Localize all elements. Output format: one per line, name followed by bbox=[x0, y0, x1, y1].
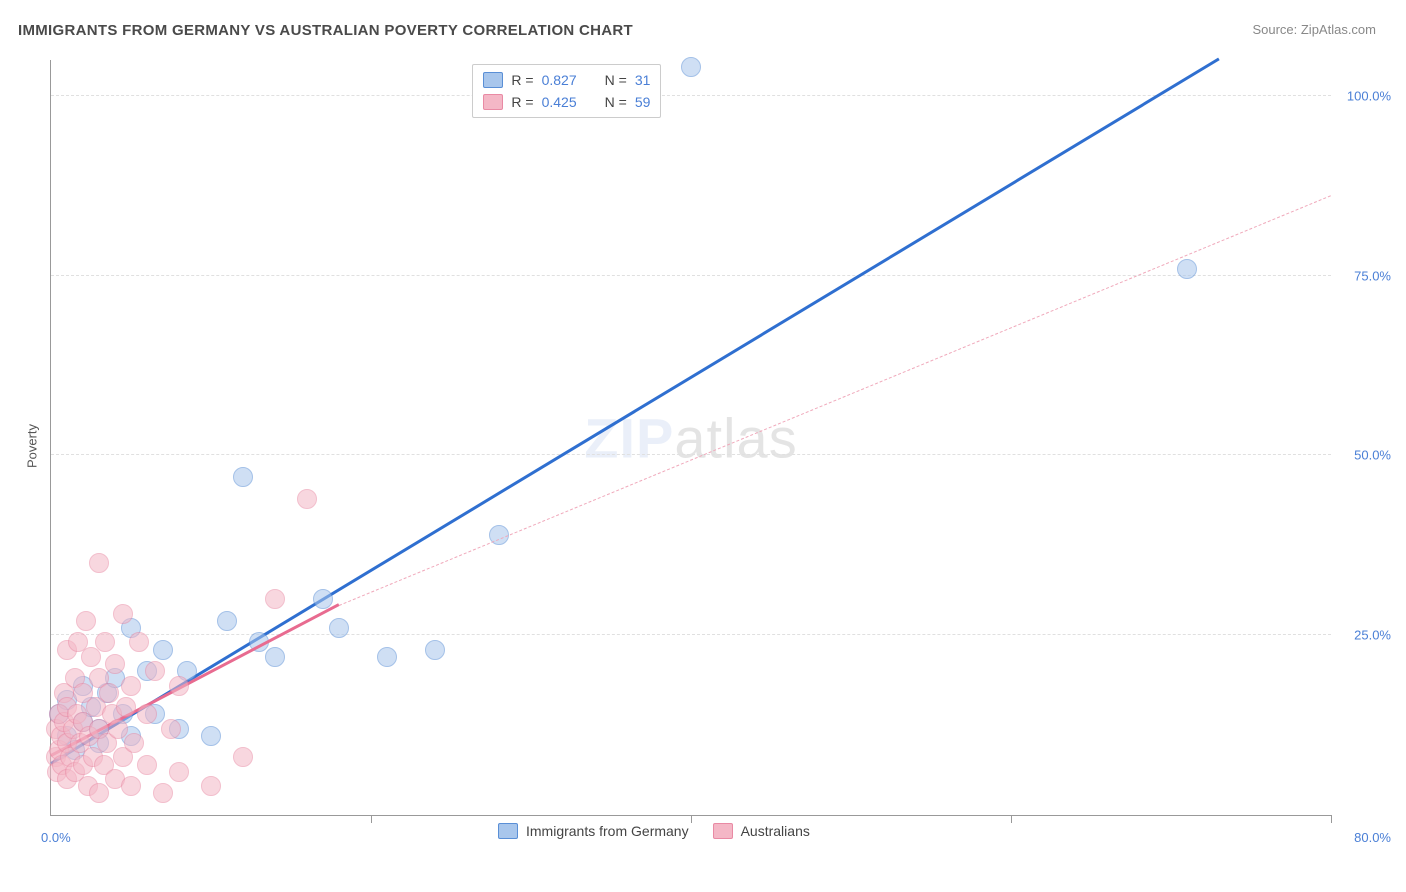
data-point bbox=[121, 676, 141, 696]
data-point bbox=[297, 489, 317, 509]
data-point bbox=[425, 640, 445, 660]
data-point bbox=[121, 776, 141, 796]
y-tick-label: 25.0% bbox=[1354, 628, 1391, 643]
x-tick bbox=[691, 815, 692, 823]
legend-swatch bbox=[483, 94, 503, 110]
x-tick bbox=[1331, 815, 1332, 823]
gridline-h bbox=[51, 454, 1331, 455]
data-point bbox=[201, 726, 221, 746]
data-point bbox=[169, 762, 189, 782]
data-point bbox=[1177, 259, 1197, 279]
data-point bbox=[89, 553, 109, 573]
stats-legend-row: R = 0.425 N = 59 bbox=[483, 91, 650, 113]
series-legend-item: Immigrants from Germany bbox=[498, 823, 689, 839]
data-point bbox=[201, 776, 221, 796]
data-point bbox=[233, 747, 253, 767]
stats-legend: R = 0.827 N = 31 R = 0.425 N = 59 bbox=[472, 64, 661, 118]
series-legend: Immigrants from Germany Australians bbox=[498, 823, 810, 839]
x-tick bbox=[371, 815, 372, 823]
data-point bbox=[124, 733, 144, 753]
chart-container: { "title": "IMMIGRANTS FROM GERMANY VS A… bbox=[0, 0, 1406, 892]
data-point bbox=[89, 783, 109, 803]
x-tick bbox=[1011, 815, 1012, 823]
trend-line bbox=[339, 196, 1331, 607]
data-point bbox=[95, 632, 115, 652]
x-origin-label: 0.0% bbox=[41, 830, 71, 845]
trend-line bbox=[50, 57, 1220, 764]
source-name: ZipAtlas.com bbox=[1301, 22, 1376, 37]
stats-legend-row: R = 0.827 N = 31 bbox=[483, 69, 650, 91]
plot-area: ZIPatlas 25.0%50.0%75.0%100.0%0.0%80.0% bbox=[50, 60, 1331, 816]
data-point bbox=[153, 640, 173, 660]
y-tick-label: 100.0% bbox=[1347, 88, 1391, 103]
data-point bbox=[265, 647, 285, 667]
data-point bbox=[265, 589, 285, 609]
data-point bbox=[137, 755, 157, 775]
legend-r-value: 0.425 bbox=[542, 94, 577, 110]
source-credit: Source: ZipAtlas.com bbox=[1252, 22, 1376, 37]
legend-n-value: 59 bbox=[635, 94, 651, 110]
data-point bbox=[681, 57, 701, 77]
legend-n-value: 31 bbox=[635, 72, 651, 88]
y-tick-label: 75.0% bbox=[1354, 268, 1391, 283]
y-axis-label: Poverty bbox=[25, 424, 40, 468]
data-point bbox=[161, 719, 181, 739]
series-legend-label: Australians bbox=[741, 823, 810, 839]
data-point bbox=[129, 632, 149, 652]
gridline-h bbox=[51, 95, 1331, 96]
data-point bbox=[108, 719, 128, 739]
legend-r-label: R = bbox=[511, 72, 533, 88]
data-point bbox=[377, 647, 397, 667]
series-legend-item: Australians bbox=[713, 823, 810, 839]
data-point bbox=[233, 467, 253, 487]
gridline-h bbox=[51, 634, 1331, 635]
data-point bbox=[116, 697, 136, 717]
legend-r-value: 0.827 bbox=[542, 72, 577, 88]
data-point bbox=[217, 611, 237, 631]
data-point bbox=[105, 654, 125, 674]
data-point bbox=[153, 783, 173, 803]
legend-n-label: N = bbox=[605, 72, 627, 88]
data-point bbox=[329, 618, 349, 638]
data-point bbox=[137, 704, 157, 724]
data-point bbox=[76, 611, 96, 631]
data-point bbox=[169, 676, 189, 696]
source-prefix: Source: bbox=[1252, 22, 1300, 37]
series-legend-label: Immigrants from Germany bbox=[526, 823, 689, 839]
data-point bbox=[145, 661, 165, 681]
legend-swatch bbox=[713, 823, 733, 839]
y-tick-label: 50.0% bbox=[1354, 448, 1391, 463]
legend-n-label: N = bbox=[605, 94, 627, 110]
chart-title: IMMIGRANTS FROM GERMANY VS AUSTRALIAN PO… bbox=[18, 22, 633, 39]
legend-r-label: R = bbox=[511, 94, 533, 110]
legend-swatch bbox=[498, 823, 518, 839]
x-max-label: 80.0% bbox=[1354, 830, 1391, 845]
data-point bbox=[113, 604, 133, 624]
data-point bbox=[99, 683, 119, 703]
legend-swatch bbox=[483, 72, 503, 88]
